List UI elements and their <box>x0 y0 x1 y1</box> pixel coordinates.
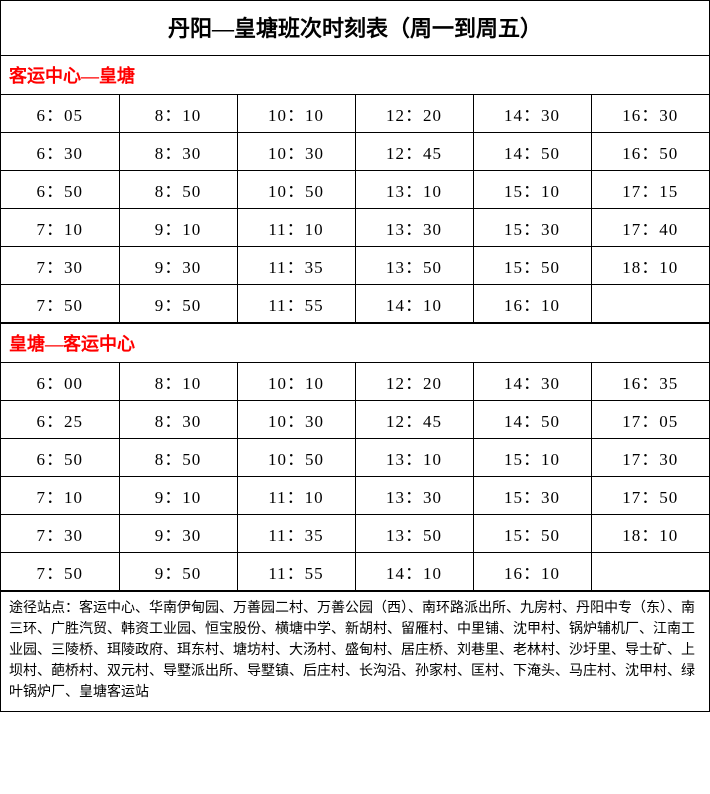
time-cell: 6：00 <box>1 363 119 401</box>
table-row: 7：109：1011：1013：3015：3017：50 <box>1 477 709 515</box>
time-cell: 17：30 <box>591 439 709 477</box>
time-cell: 8：30 <box>119 401 237 439</box>
section1-table: 6：058：1010：1012：2014：3016：306：308：3010：3… <box>1 94 709 323</box>
time-cell: 16：30 <box>591 95 709 133</box>
time-cell: 15：30 <box>473 477 591 515</box>
section2-header: 皇塘—客运中心 <box>1 323 709 362</box>
time-cell: 9：50 <box>119 553 237 591</box>
time-cell: 10：10 <box>237 95 355 133</box>
time-cell: 11：55 <box>237 553 355 591</box>
time-cell: 13：10 <box>355 171 473 209</box>
time-cell: 7：10 <box>1 477 119 515</box>
time-cell: 18：10 <box>591 515 709 553</box>
table-row: 6：508：5010：5013：1015：1017：30 <box>1 439 709 477</box>
table-row: 7：309：3011：3513：5015：5018：10 <box>1 515 709 553</box>
time-cell: 14：10 <box>355 285 473 323</box>
table-row: 7：509：5011：5514：1016：10 <box>1 553 709 591</box>
table-row: 6：008：1010：1012：2014：3016：35 <box>1 363 709 401</box>
time-cell: 9：10 <box>119 477 237 515</box>
time-cell: 14：30 <box>473 95 591 133</box>
section1-header: 客运中心—皇塘 <box>1 55 709 94</box>
time-cell: 16：50 <box>591 133 709 171</box>
time-cell: 7：50 <box>1 285 119 323</box>
time-cell: 10：30 <box>237 133 355 171</box>
time-cell: 8：50 <box>119 439 237 477</box>
time-cell: 13：50 <box>355 247 473 285</box>
time-cell <box>591 285 709 323</box>
time-cell: 18：10 <box>591 247 709 285</box>
time-cell <box>591 553 709 591</box>
time-cell: 11：55 <box>237 285 355 323</box>
table-row: 7：309：3011：3513：5015：5018：10 <box>1 247 709 285</box>
time-cell: 12：45 <box>355 401 473 439</box>
table-row: 6：258：3010：3012：4514：5017：05 <box>1 401 709 439</box>
table-row: 6：058：1010：1012：2014：3016：30 <box>1 95 709 133</box>
time-cell: 14：50 <box>473 401 591 439</box>
time-cell: 11：10 <box>237 477 355 515</box>
time-cell: 7：30 <box>1 247 119 285</box>
time-cell: 8：10 <box>119 363 237 401</box>
time-cell: 10：50 <box>237 439 355 477</box>
time-cell: 14：30 <box>473 363 591 401</box>
time-cell: 12：45 <box>355 133 473 171</box>
time-cell: 12：20 <box>355 363 473 401</box>
table-row: 7：509：5011：5514：1016：10 <box>1 285 709 323</box>
time-cell: 9：10 <box>119 209 237 247</box>
time-cell: 15：10 <box>473 439 591 477</box>
time-cell: 8：50 <box>119 171 237 209</box>
time-cell: 14：10 <box>355 553 473 591</box>
time-cell: 7：10 <box>1 209 119 247</box>
time-cell: 9：30 <box>119 515 237 553</box>
time-cell: 12：20 <box>355 95 473 133</box>
time-cell: 8：30 <box>119 133 237 171</box>
time-cell: 16：35 <box>591 363 709 401</box>
time-cell: 11：35 <box>237 247 355 285</box>
time-cell: 10：10 <box>237 363 355 401</box>
time-cell: 15：50 <box>473 247 591 285</box>
time-cell: 6：25 <box>1 401 119 439</box>
time-cell: 16：10 <box>473 285 591 323</box>
time-cell: 13：10 <box>355 439 473 477</box>
time-cell: 11：10 <box>237 209 355 247</box>
time-cell: 6：05 <box>1 95 119 133</box>
time-cell: 14：50 <box>473 133 591 171</box>
stations-footer: 途径站点：客运中心、华南伊甸园、万善园二村、万善公园（西）、南环路派出所、九房村… <box>1 591 709 711</box>
time-cell: 17：05 <box>591 401 709 439</box>
timetable-container: 丹阳—皇塘班次时刻表（周一到周五） 客运中心—皇塘 6：058：1010：101… <box>0 0 710 712</box>
table-row: 7：109：1011：1013：3015：3017：40 <box>1 209 709 247</box>
time-cell: 15：30 <box>473 209 591 247</box>
time-cell: 6：50 <box>1 171 119 209</box>
page-title: 丹阳—皇塘班次时刻表（周一到周五） <box>1 1 709 55</box>
time-cell: 15：50 <box>473 515 591 553</box>
time-cell: 13：50 <box>355 515 473 553</box>
time-cell: 10：50 <box>237 171 355 209</box>
time-cell: 6：50 <box>1 439 119 477</box>
time-cell: 7：30 <box>1 515 119 553</box>
time-cell: 17：50 <box>591 477 709 515</box>
section2-table: 6：008：1010：1012：2014：3016：356：258：3010：3… <box>1 362 709 591</box>
time-cell: 13：30 <box>355 477 473 515</box>
time-cell: 15：10 <box>473 171 591 209</box>
time-cell: 10：30 <box>237 401 355 439</box>
time-cell: 13：30 <box>355 209 473 247</box>
time-cell: 16：10 <box>473 553 591 591</box>
time-cell: 6：30 <box>1 133 119 171</box>
table-row: 6：308：3010：3012：4514：5016：50 <box>1 133 709 171</box>
time-cell: 11：35 <box>237 515 355 553</box>
time-cell: 9：50 <box>119 285 237 323</box>
table-row: 6：508：5010：5013：1015：1017：15 <box>1 171 709 209</box>
time-cell: 17：15 <box>591 171 709 209</box>
time-cell: 7：50 <box>1 553 119 591</box>
time-cell: 8：10 <box>119 95 237 133</box>
time-cell: 9：30 <box>119 247 237 285</box>
time-cell: 17：40 <box>591 209 709 247</box>
